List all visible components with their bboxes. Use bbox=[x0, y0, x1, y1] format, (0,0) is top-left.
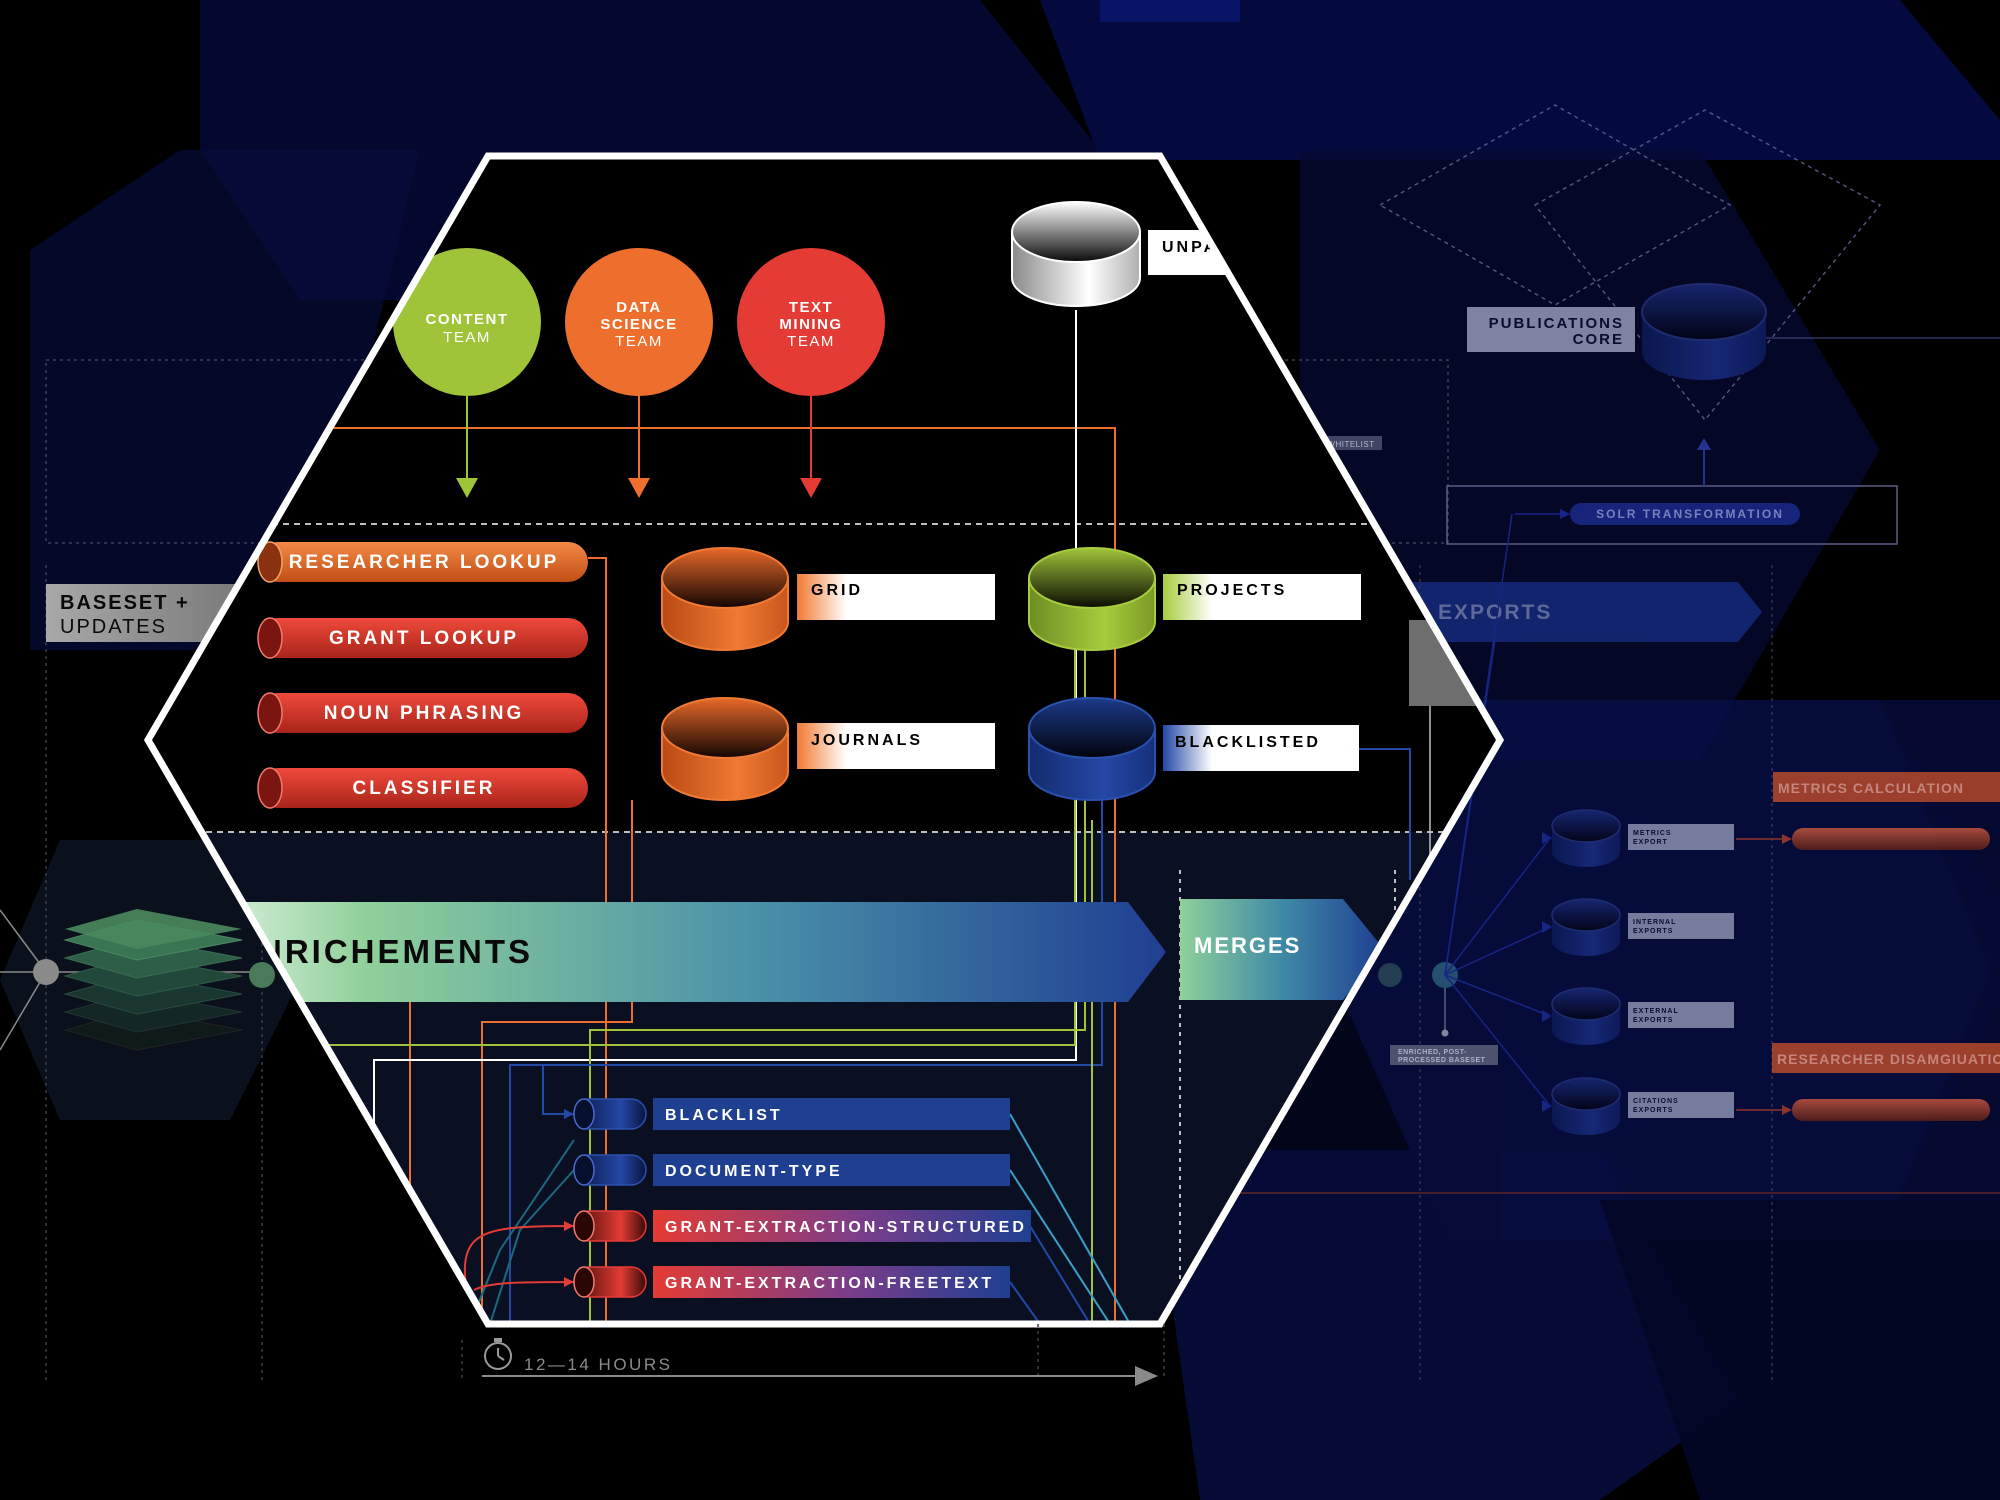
pipe-classifier-label: CLASSIFIER bbox=[353, 778, 496, 799]
export-item-label-line1: CITATIONS bbox=[1633, 1098, 1679, 1105]
solr-transformation-label: SOLR TRANSFORMATION bbox=[1596, 507, 1784, 521]
projects-label-bg bbox=[1163, 574, 1361, 620]
researcher-disambiguation-banner bbox=[1772, 1043, 2000, 1073]
pipe-grant-lookup-label: GRANT LOOKUP bbox=[329, 628, 519, 649]
metrics-calculation-pipe[interactable] bbox=[1792, 828, 1990, 850]
journals-database-icon[interactable] bbox=[661, 697, 789, 801]
grid-database-icon[interactable] bbox=[661, 547, 789, 651]
export-item-label-line2: EXPORT bbox=[1633, 839, 1668, 846]
enrichment-entry-node bbox=[249, 962, 275, 988]
dashed-diamond bbox=[1378, 104, 1732, 306]
blacklisted-database-icon[interactable] bbox=[1028, 697, 1156, 801]
bottom-item-grant-structured-label: GRANT-EXTRACTION-STRUCTURED bbox=[665, 1219, 1027, 1236]
team-arrows bbox=[456, 395, 822, 498]
blacklisted-label-bg bbox=[1163, 725, 1359, 771]
team-circle-data-science[interactable]: DATA SCIENCE TEAM bbox=[565, 248, 713, 396]
team-data-science-line2: SCIENCE bbox=[600, 316, 677, 333]
export-item-label-line1: INTERNAL bbox=[1633, 919, 1676, 926]
projects-database-icon[interactable] bbox=[1028, 547, 1156, 651]
grid-label: GRID bbox=[811, 582, 863, 599]
enrichments-label: NRICHEMENTS bbox=[258, 933, 533, 970]
solr-box bbox=[1446, 485, 1898, 545]
team-content-line1: CONTENT bbox=[426, 311, 509, 328]
merges-label: MERGES bbox=[1194, 933, 1301, 958]
bottom-item-document-type[interactable]: DOCUMENT-TYPE bbox=[573, 1154, 1010, 1186]
export-item-label-line2: EXPORTS bbox=[1633, 1017, 1673, 1024]
enriched-baseset-tag-bg bbox=[1390, 1045, 1498, 1065]
input-node bbox=[33, 959, 59, 985]
pipe-researcher-lookup[interactable]: RESEARCHER LOOKUP bbox=[257, 541, 588, 583]
timeline: 12—14 HOURS bbox=[461, 1324, 1165, 1386]
export-item[interactable]: INTERNAL EXPORTS bbox=[1551, 898, 1734, 956]
researcher-disambiguation-pipe[interactable] bbox=[1792, 1099, 1990, 1121]
export-databases: METRICS EXPORT INTERNAL EXPORTS EXTERNAL EXPO… bbox=[1444, 809, 1734, 1135]
bottom-item-document-type-label: DOCUMENT-TYPE bbox=[665, 1163, 843, 1180]
layers-stack-icon bbox=[63, 909, 243, 1051]
whitelist-tag: WHITELIST bbox=[1327, 440, 1374, 449]
export-item[interactable]: EXTERNAL EXPORTS bbox=[1551, 987, 1734, 1045]
metrics-calculation-label: METRICS CALCULATION bbox=[1778, 780, 1964, 796]
team-text-mining-line2: MINING bbox=[779, 316, 842, 333]
solr-transformation-pipe[interactable] bbox=[1570, 503, 1800, 525]
bottom-item-grant-freetext-label: GRANT-EXTRACTION-FREETEXT bbox=[665, 1275, 994, 1292]
metrics-calculation-banner bbox=[1773, 772, 2000, 802]
journals-label-bg bbox=[797, 723, 995, 769]
export-item-label-line1: EXTERNAL bbox=[1633, 1008, 1679, 1015]
team-data-science-line3: TEAM bbox=[615, 333, 663, 350]
researcher-disambiguation-label: RESEARCHER DISAMGIUATION bbox=[1777, 1051, 2000, 1067]
baseset-label-line2: UPDATES bbox=[60, 616, 167, 638]
whitelist-tag-bg bbox=[1320, 436, 1382, 450]
export-item-label-line2: EXPORTS bbox=[1633, 1107, 1673, 1114]
unpa-database-icon[interactable] bbox=[1011, 201, 1141, 307]
bottom-item-blacklist[interactable]: BLACKLIST bbox=[573, 1098, 1010, 1130]
bottom-item-blacklist-label: BLACKLIST bbox=[665, 1107, 783, 1124]
enriched-baseset-line1: ENRICHED, POST- bbox=[1398, 1049, 1467, 1056]
projects-label: PROJECTS bbox=[1177, 582, 1287, 599]
bottom-item-grant-extraction-structured[interactable]: GRANT-EXTRACTION-STRUCTURED bbox=[573, 1210, 1031, 1242]
database-icon bbox=[1551, 1077, 1621, 1111]
team-text-mining-line1: TEXT bbox=[789, 299, 833, 316]
stopwatch-icon bbox=[484, 1338, 512, 1370]
exports-arrow bbox=[1410, 582, 1762, 642]
blacklisted-label: BLACKLISTED bbox=[1175, 734, 1321, 751]
database-icon bbox=[1551, 898, 1621, 932]
export-item[interactable]: CITATIONS EXPORTS bbox=[1551, 1077, 1734, 1135]
publications-core-label-line1: PUBLICATIONS bbox=[1489, 315, 1624, 332]
hexagon-outline bbox=[143, 152, 1505, 1328]
journals-label: JOURNALS bbox=[811, 732, 923, 749]
pipe-classifier[interactable]: CLASSIFIER bbox=[257, 767, 588, 809]
duration-label: 12—14 HOURS bbox=[524, 1355, 672, 1374]
pipe-researcher-lookup-label: RESEARCHER LOOKUP bbox=[289, 552, 560, 573]
exports-label: EXPORTS bbox=[1438, 601, 1552, 624]
baseset-label-line1: BASESET + bbox=[60, 592, 190, 614]
enriched-baseset-line2: PROCESSED BASESET bbox=[1398, 1057, 1486, 1064]
bottom-item-grant-extraction-freetext[interactable]: GRANT-EXTRACTION-FREETEXT bbox=[573, 1266, 1010, 1298]
unpa-label: UNPA bbox=[1162, 239, 1218, 256]
team-content-line3: TEAM bbox=[443, 329, 491, 346]
export-item-label-line1: METRICS bbox=[1633, 830, 1672, 837]
pipe-grant-lookup[interactable]: GRANT LOOKUP bbox=[257, 617, 588, 659]
right-panel: PUBLICATIONS CORE WHITELIST SOLR TRANSFO… bbox=[45, 104, 2000, 1380]
team-data-science-line1: DATA bbox=[616, 299, 661, 316]
export-item[interactable]: METRICS EXPORT bbox=[1551, 809, 1734, 867]
database-icon bbox=[1551, 987, 1621, 1021]
database-icon bbox=[1551, 809, 1621, 843]
pipe-noun-phrasing-label: NOUN PHRASING bbox=[324, 703, 525, 724]
publications-core-database-icon bbox=[1641, 283, 1767, 380]
export-item-label-line2: EXPORTS bbox=[1633, 928, 1673, 935]
publications-core-label-bg bbox=[1467, 307, 1635, 352]
publications-core-label-line2: CORE bbox=[1573, 331, 1624, 348]
enrichments-banner bbox=[148, 902, 1166, 1002]
grid-label-bg bbox=[797, 574, 995, 620]
team-circle-content[interactable]: CONTENT TEAM bbox=[393, 248, 541, 396]
merges-banner bbox=[1180, 899, 1383, 1000]
team-text-mining-line3: TEAM bbox=[787, 333, 835, 350]
pipe-noun-phrasing[interactable]: NOUN PHRASING bbox=[257, 692, 588, 734]
team-circle-text-mining[interactable]: TEXT MINING TEAM bbox=[737, 248, 885, 396]
